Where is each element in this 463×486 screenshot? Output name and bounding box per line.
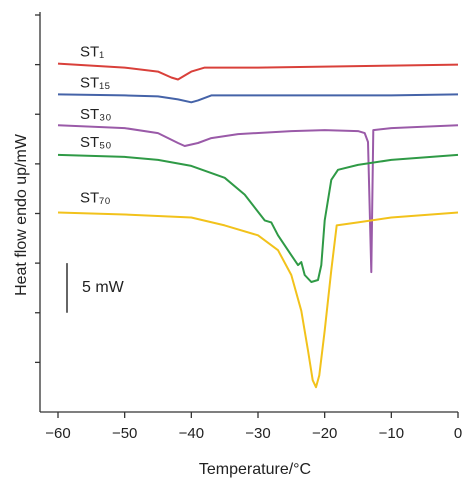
series-line (57, 93, 459, 104)
x-tick-label: −30 (245, 425, 270, 442)
series-line (57, 153, 459, 283)
series-label: ST₃₀ (80, 106, 112, 123)
x-tick-label: 0 (454, 425, 462, 442)
x-tick-label: −20 (312, 425, 337, 442)
series-line (57, 62, 459, 81)
series-label: ST₅₀ (80, 134, 111, 151)
series-line (57, 124, 459, 274)
x-axis-title: Temperature/°C (199, 461, 311, 478)
series-label: ST₇₀ (80, 189, 111, 206)
x-tick-label: −50 (112, 425, 137, 442)
x-tick-label: −10 (379, 425, 404, 442)
x-tick-label: −40 (179, 425, 204, 442)
series-label: ST₁₅ (80, 74, 110, 91)
y-axis-title: Heat flow endo up/mW (13, 133, 30, 296)
series-line (57, 211, 459, 389)
x-tick-label: −60 (45, 425, 70, 442)
series-label: ST₁ (80, 44, 104, 61)
scale-bar-label: 5 mW (82, 279, 125, 296)
